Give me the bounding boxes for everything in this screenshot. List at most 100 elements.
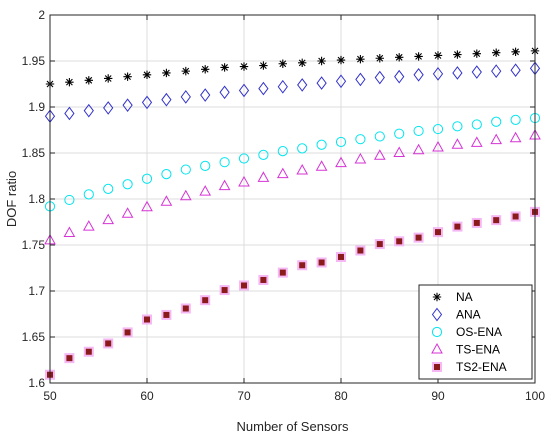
data-point-ts-ena [179, 189, 192, 201]
data-point-os-ena [491, 116, 502, 127]
data-point-ts-ena [63, 226, 76, 238]
legend-item-ts-ena: TS-ENA [431, 343, 500, 357]
data-point-ts-ena [412, 143, 425, 155]
data-point-ts2-ena [316, 257, 327, 268]
marker-core [493, 217, 500, 224]
data-point-ts2-ena [471, 217, 482, 228]
data-point-ts2-ena [64, 353, 75, 364]
legend-marker-ana [431, 307, 443, 322]
marker-core [66, 355, 73, 362]
data-point-na [492, 48, 501, 57]
data-point-ana [219, 85, 230, 100]
marker-core [396, 238, 403, 245]
data-point-ts-ena [315, 160, 328, 171]
data-point-na [278, 59, 287, 68]
data-point-ts2-ena [200, 295, 211, 306]
series-os-ena [44, 112, 541, 212]
data-point-na [453, 50, 462, 59]
y-tick-label: 1.75 [22, 238, 46, 252]
data-point-na [395, 53, 404, 62]
data-point-na [201, 65, 210, 74]
data-point-ts-ena [141, 200, 153, 212]
data-point-na [472, 49, 481, 58]
data-point-os-ena [432, 123, 444, 135]
marker-core [415, 234, 422, 241]
x-tick-label: 90 [431, 389, 445, 403]
marker-core [299, 262, 306, 269]
marker-core [435, 229, 441, 236]
series-na [45, 46, 540, 89]
data-point-na [414, 52, 423, 61]
data-point-ana [374, 70, 385, 85]
data-point-ts-ena [276, 167, 289, 179]
y-axis-label: DOF ratio [4, 171, 19, 227]
y-tick-label: 2 [38, 8, 45, 22]
marker-core [260, 276, 267, 283]
data-point-ts-ena [451, 138, 464, 149]
legend-item-ana: ANA [431, 307, 481, 322]
marker-core [338, 253, 344, 260]
data-point-ts2-ena [122, 327, 133, 338]
data-point-ts-ena [160, 195, 173, 206]
data-point-ts2-ena [219, 285, 230, 296]
data-point-os-ena [471, 119, 482, 130]
marker-core [105, 340, 112, 347]
data-point-ts2-ena [142, 314, 152, 325]
y-tick-label: 1.9 [28, 100, 45, 114]
marker-core [241, 282, 247, 289]
data-point-os-ena [141, 173, 153, 184]
data-point-ts-ena [393, 146, 406, 157]
data-point-ts2-ena [491, 215, 502, 226]
legend-item-na: NA [432, 290, 473, 304]
marker-core [85, 348, 92, 355]
data-point-na [259, 61, 268, 70]
data-point-ana [413, 67, 424, 82]
data-point-na [84, 76, 93, 85]
marker-core [318, 259, 325, 266]
data-point-ts2-ena [433, 227, 443, 238]
data-point-ana [432, 67, 444, 81]
x-tick-label: 100 [525, 389, 545, 403]
legend-item-os-ena: OS-ENA [431, 325, 502, 339]
data-point-na [511, 47, 520, 56]
data-point-os-ena [180, 164, 191, 175]
data-point-ana [510, 63, 521, 78]
data-point-ana [200, 88, 211, 102]
data-point-ana [297, 78, 308, 92]
data-point-ana [103, 101, 114, 115]
x-tick-label: 70 [237, 389, 251, 403]
y-tick-label: 1.95 [22, 54, 46, 68]
data-point-ana [180, 90, 191, 104]
data-point-ts2-ena [355, 245, 366, 256]
data-point-ana [83, 103, 94, 118]
x-tick-label: 50 [43, 389, 57, 403]
data-point-ts-ena [296, 163, 309, 175]
series-layer [44, 46, 541, 380]
data-point-os-ena [277, 146, 288, 157]
legend: NA ANA OS-ENA TS-ENA TS2-ENA [418, 284, 533, 380]
marker-core [202, 297, 209, 304]
data-point-os-ena [335, 136, 347, 148]
y-tick-label: 1.65 [22, 330, 46, 344]
data-point-ana [335, 74, 347, 89]
data-point-ana [238, 83, 250, 98]
data-point-ts2-ena [336, 251, 346, 262]
data-point-ana [277, 79, 288, 94]
data-point-ts-ena [121, 207, 134, 218]
marker-core [512, 213, 519, 220]
data-point-na [356, 54, 365, 64]
data-point-os-ena [510, 114, 521, 125]
legend-marker-ts2-ena [432, 362, 442, 372]
marker-core [473, 219, 480, 226]
y-tick-label: 1.7 [28, 284, 45, 298]
axis-ticks: 50 60 70 80 90 100 1.6 1.65 1.7 1.75 1.8 1.85 1.9 1.9… [22, 8, 546, 403]
data-point-os-ena [161, 169, 172, 180]
data-point-ts2-ena [258, 274, 269, 285]
data-point-ts-ena [199, 185, 212, 196]
legend-label: NA [456, 290, 473, 304]
data-point-ts2-ena [510, 211, 521, 222]
data-point-na [336, 55, 346, 65]
legend-marker-na [432, 292, 442, 302]
data-point-os-ena [316, 139, 327, 150]
data-point-na [104, 74, 113, 83]
